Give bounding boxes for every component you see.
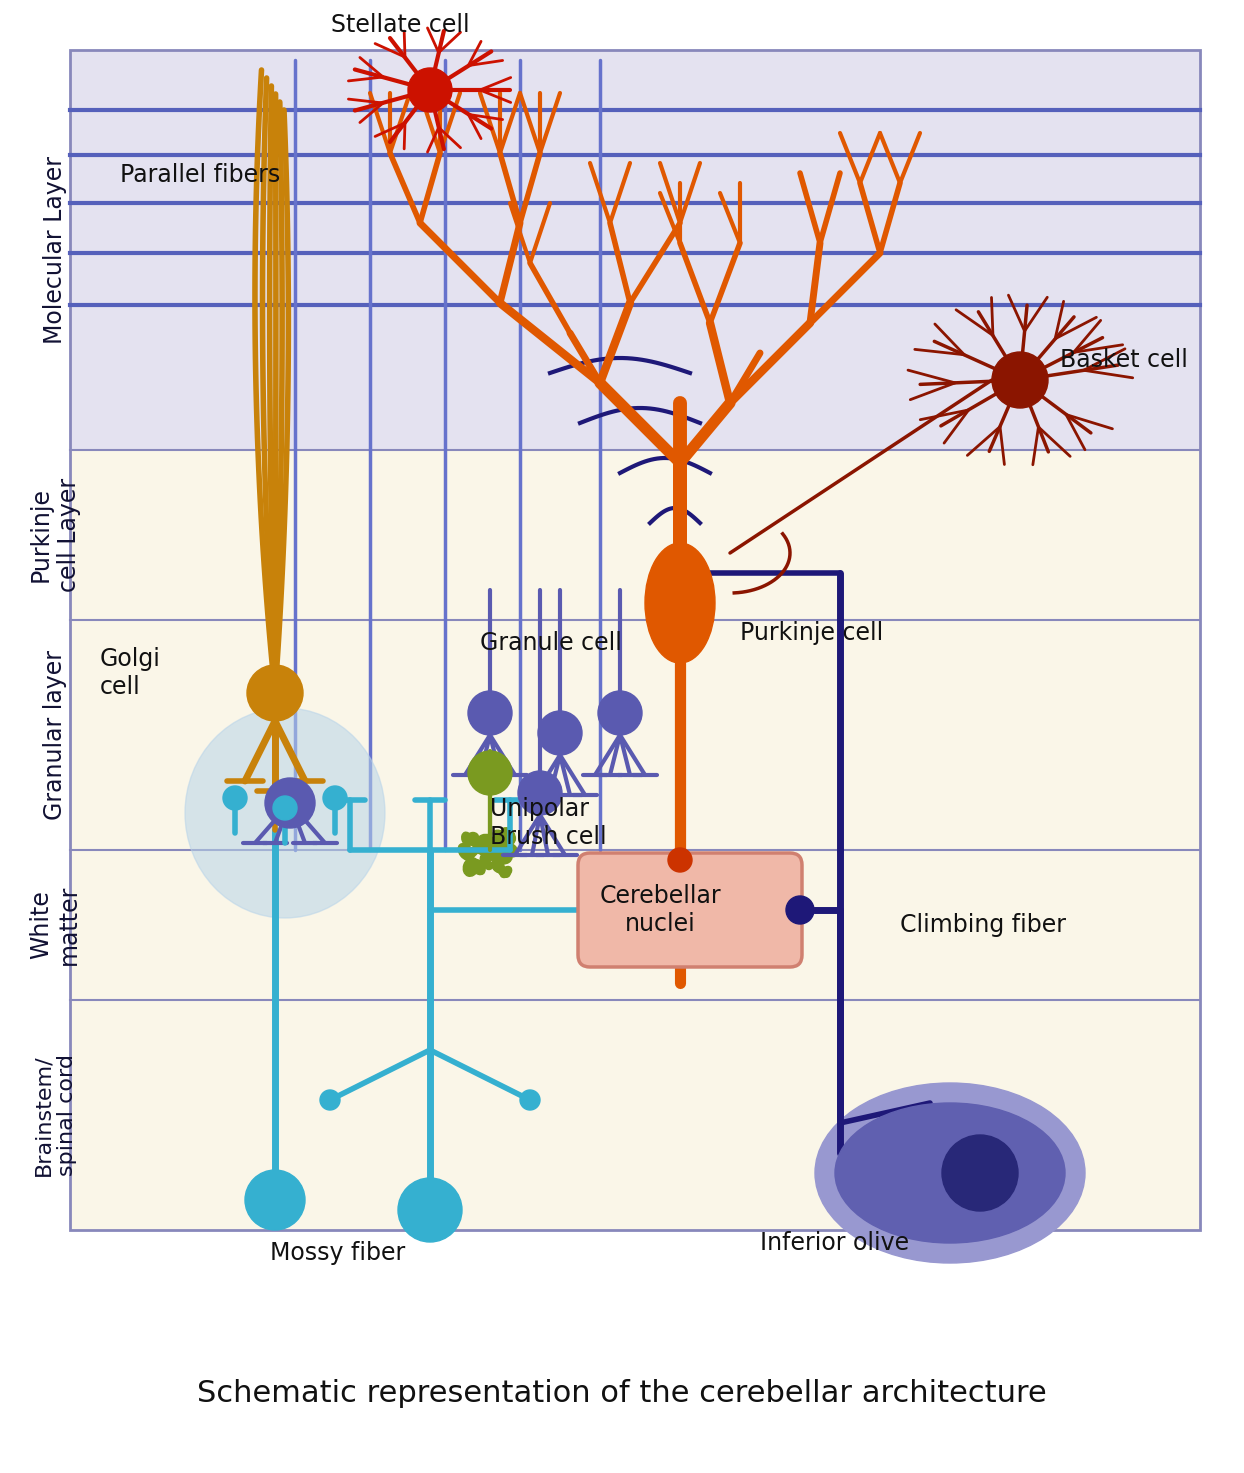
Circle shape <box>518 770 562 815</box>
Text: Inferior olive: Inferior olive <box>760 1231 909 1255</box>
Text: Molecular Layer: Molecular Layer <box>44 156 67 345</box>
Ellipse shape <box>491 859 504 873</box>
Ellipse shape <box>474 841 494 854</box>
Ellipse shape <box>500 866 511 878</box>
Ellipse shape <box>494 850 513 865</box>
Circle shape <box>942 1136 1018 1211</box>
Ellipse shape <box>466 837 476 846</box>
Circle shape <box>398 1178 462 1242</box>
Text: Purkinje cell: Purkinje cell <box>740 622 883 645</box>
FancyBboxPatch shape <box>578 853 802 966</box>
Ellipse shape <box>475 834 494 851</box>
Ellipse shape <box>500 838 511 857</box>
Ellipse shape <box>644 544 715 663</box>
Ellipse shape <box>494 840 511 854</box>
Text: Unipolar
Brush cell: Unipolar Brush cell <box>490 797 607 848</box>
Circle shape <box>223 787 248 810</box>
Circle shape <box>598 691 642 735</box>
Text: Golgi
cell: Golgi cell <box>100 647 160 698</box>
Ellipse shape <box>493 831 506 841</box>
Ellipse shape <box>471 859 485 875</box>
Text: Climbing fiber: Climbing fiber <box>899 913 1066 937</box>
Circle shape <box>520 1090 540 1111</box>
Circle shape <box>408 68 452 112</box>
Circle shape <box>320 1090 340 1111</box>
Bar <box>70 449 1200 1230</box>
Circle shape <box>468 751 513 795</box>
Text: Schematic representation of the cerebellar architecture: Schematic representation of the cerebell… <box>197 1379 1047 1408</box>
Text: Basket cell: Basket cell <box>1060 348 1188 373</box>
Bar <box>70 50 1200 1230</box>
Ellipse shape <box>185 709 384 918</box>
Text: Cerebellar
nuclei: Cerebellar nuclei <box>600 884 720 935</box>
Ellipse shape <box>484 860 493 869</box>
Circle shape <box>245 1170 305 1230</box>
Text: Granule cell: Granule cell <box>480 630 622 655</box>
Text: Granular layer: Granular layer <box>44 650 67 820</box>
Ellipse shape <box>480 854 490 866</box>
Text: Brainstem/
spinal cord: Brainstem/ spinal cord <box>34 1055 77 1175</box>
Ellipse shape <box>458 844 474 860</box>
Circle shape <box>265 778 315 828</box>
Circle shape <box>248 664 304 720</box>
Ellipse shape <box>500 846 516 857</box>
Text: Parallel fibers: Parallel fibers <box>119 164 280 187</box>
Ellipse shape <box>465 844 480 859</box>
Ellipse shape <box>501 843 516 851</box>
Text: White
matter: White matter <box>29 885 81 965</box>
Circle shape <box>991 352 1047 408</box>
Circle shape <box>668 848 692 872</box>
Circle shape <box>468 691 513 735</box>
Bar <box>70 50 1200 449</box>
Ellipse shape <box>491 846 503 860</box>
Ellipse shape <box>500 828 515 844</box>
Ellipse shape <box>468 832 479 841</box>
Ellipse shape <box>815 1083 1085 1262</box>
Circle shape <box>786 896 814 924</box>
Ellipse shape <box>498 829 515 846</box>
Text: Purkinje
cell Layer: Purkinje cell Layer <box>29 477 81 592</box>
Ellipse shape <box>835 1103 1065 1243</box>
Circle shape <box>323 787 347 810</box>
Ellipse shape <box>480 841 500 860</box>
Ellipse shape <box>463 857 479 876</box>
Ellipse shape <box>462 832 473 846</box>
Ellipse shape <box>498 866 510 878</box>
Text: Stellate cell: Stellate cell <box>331 13 469 37</box>
Ellipse shape <box>495 832 503 850</box>
Circle shape <box>272 795 297 820</box>
Circle shape <box>537 711 582 756</box>
Text: Mossy fiber: Mossy fiber <box>270 1240 406 1265</box>
